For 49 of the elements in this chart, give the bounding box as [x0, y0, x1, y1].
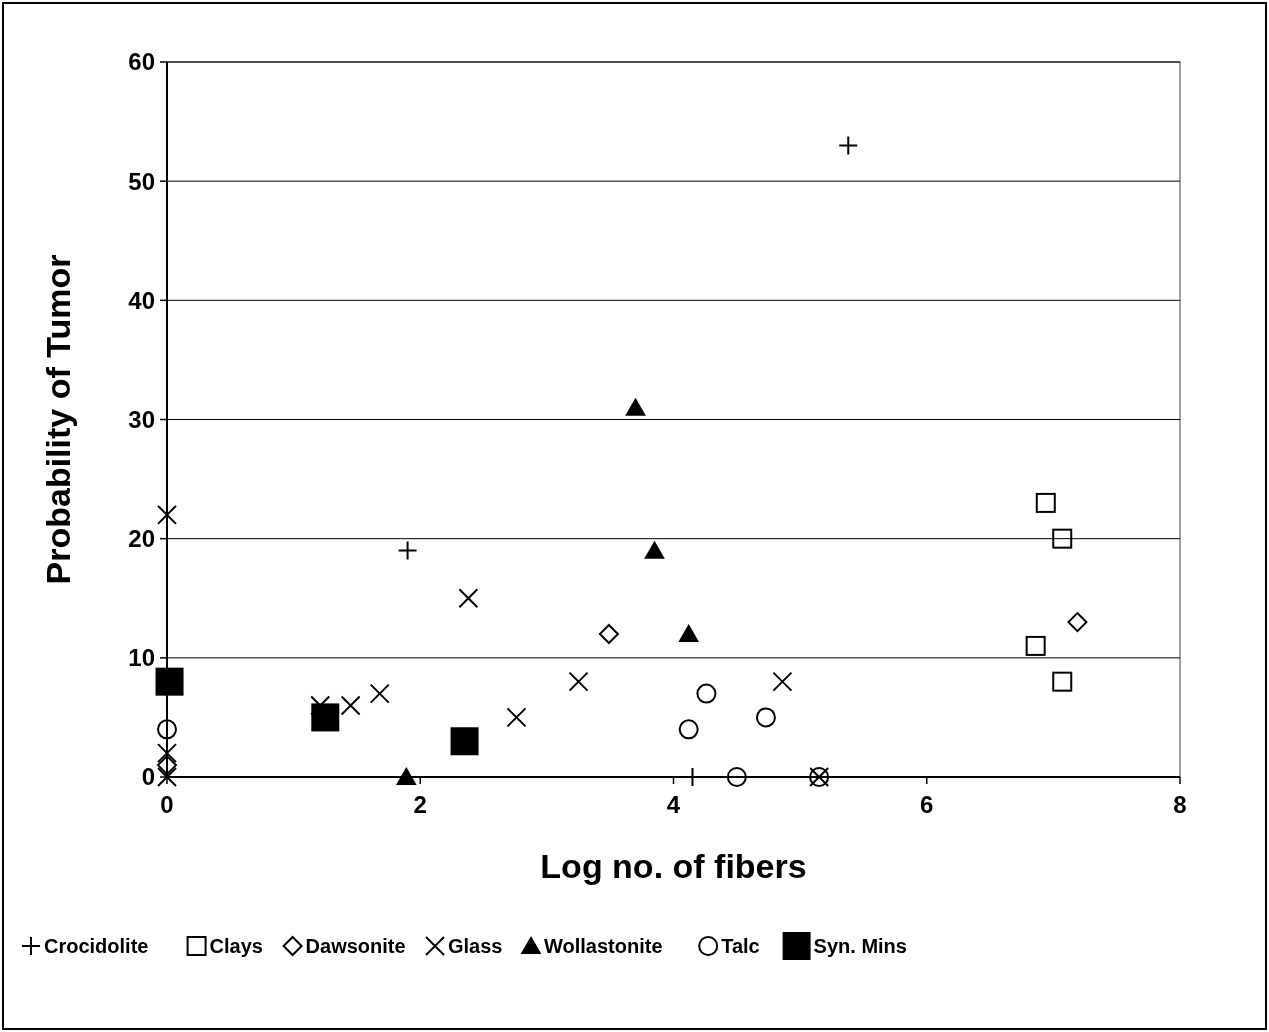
point	[1052, 671, 1073, 692]
y-tick-label: 30	[128, 405, 155, 433]
point	[157, 767, 177, 787]
point	[157, 743, 177, 764]
y-tick-label: 40	[128, 286, 155, 314]
y-axis-title: Probability of Tumor	[39, 254, 77, 585]
legend-label: Syn. Mins	[813, 935, 907, 957]
legend-label: Crocidolite	[44, 935, 149, 957]
point	[395, 767, 417, 786]
legend-label: Wollastonite	[544, 935, 663, 957]
y-tick-label: 10	[128, 644, 155, 672]
y-tick-label: 50	[128, 167, 155, 195]
point	[772, 671, 793, 692]
point	[458, 588, 479, 609]
point	[450, 727, 479, 756]
x-tick-label: 4	[666, 791, 681, 818]
point	[1052, 528, 1073, 549]
point	[644, 540, 665, 559]
point	[1025, 635, 1046, 656]
point	[340, 695, 361, 716]
point	[157, 719, 177, 740]
point	[157, 504, 177, 525]
legend-label: Clays	[209, 935, 263, 957]
point	[311, 703, 340, 732]
point	[369, 683, 390, 704]
x-axis-title: Log no. of fibers	[540, 847, 807, 885]
x-tick-label: 0	[160, 791, 174, 818]
point	[1067, 612, 1088, 633]
x-tick-label: 8	[1173, 791, 1187, 818]
point	[755, 707, 776, 728]
legend-label: Dawsonite	[305, 935, 406, 957]
legend-label: Talc	[721, 935, 760, 957]
point	[1035, 492, 1056, 513]
y-tick-label: 60	[128, 48, 155, 76]
point	[726, 767, 747, 787]
point	[598, 624, 619, 644]
legend-label: Glass	[448, 935, 503, 957]
point	[678, 624, 700, 643]
y-tick-label: 20	[128, 525, 155, 553]
point	[157, 755, 177, 776]
x-tick-label: 6	[920, 791, 934, 818]
y-tick-label: 0	[141, 763, 155, 791]
point	[696, 683, 717, 704]
point	[568, 671, 589, 692]
point	[625, 397, 646, 416]
x-tick-label: 2	[413, 791, 427, 818]
point	[155, 667, 184, 696]
point	[506, 707, 527, 728]
point	[678, 719, 699, 740]
